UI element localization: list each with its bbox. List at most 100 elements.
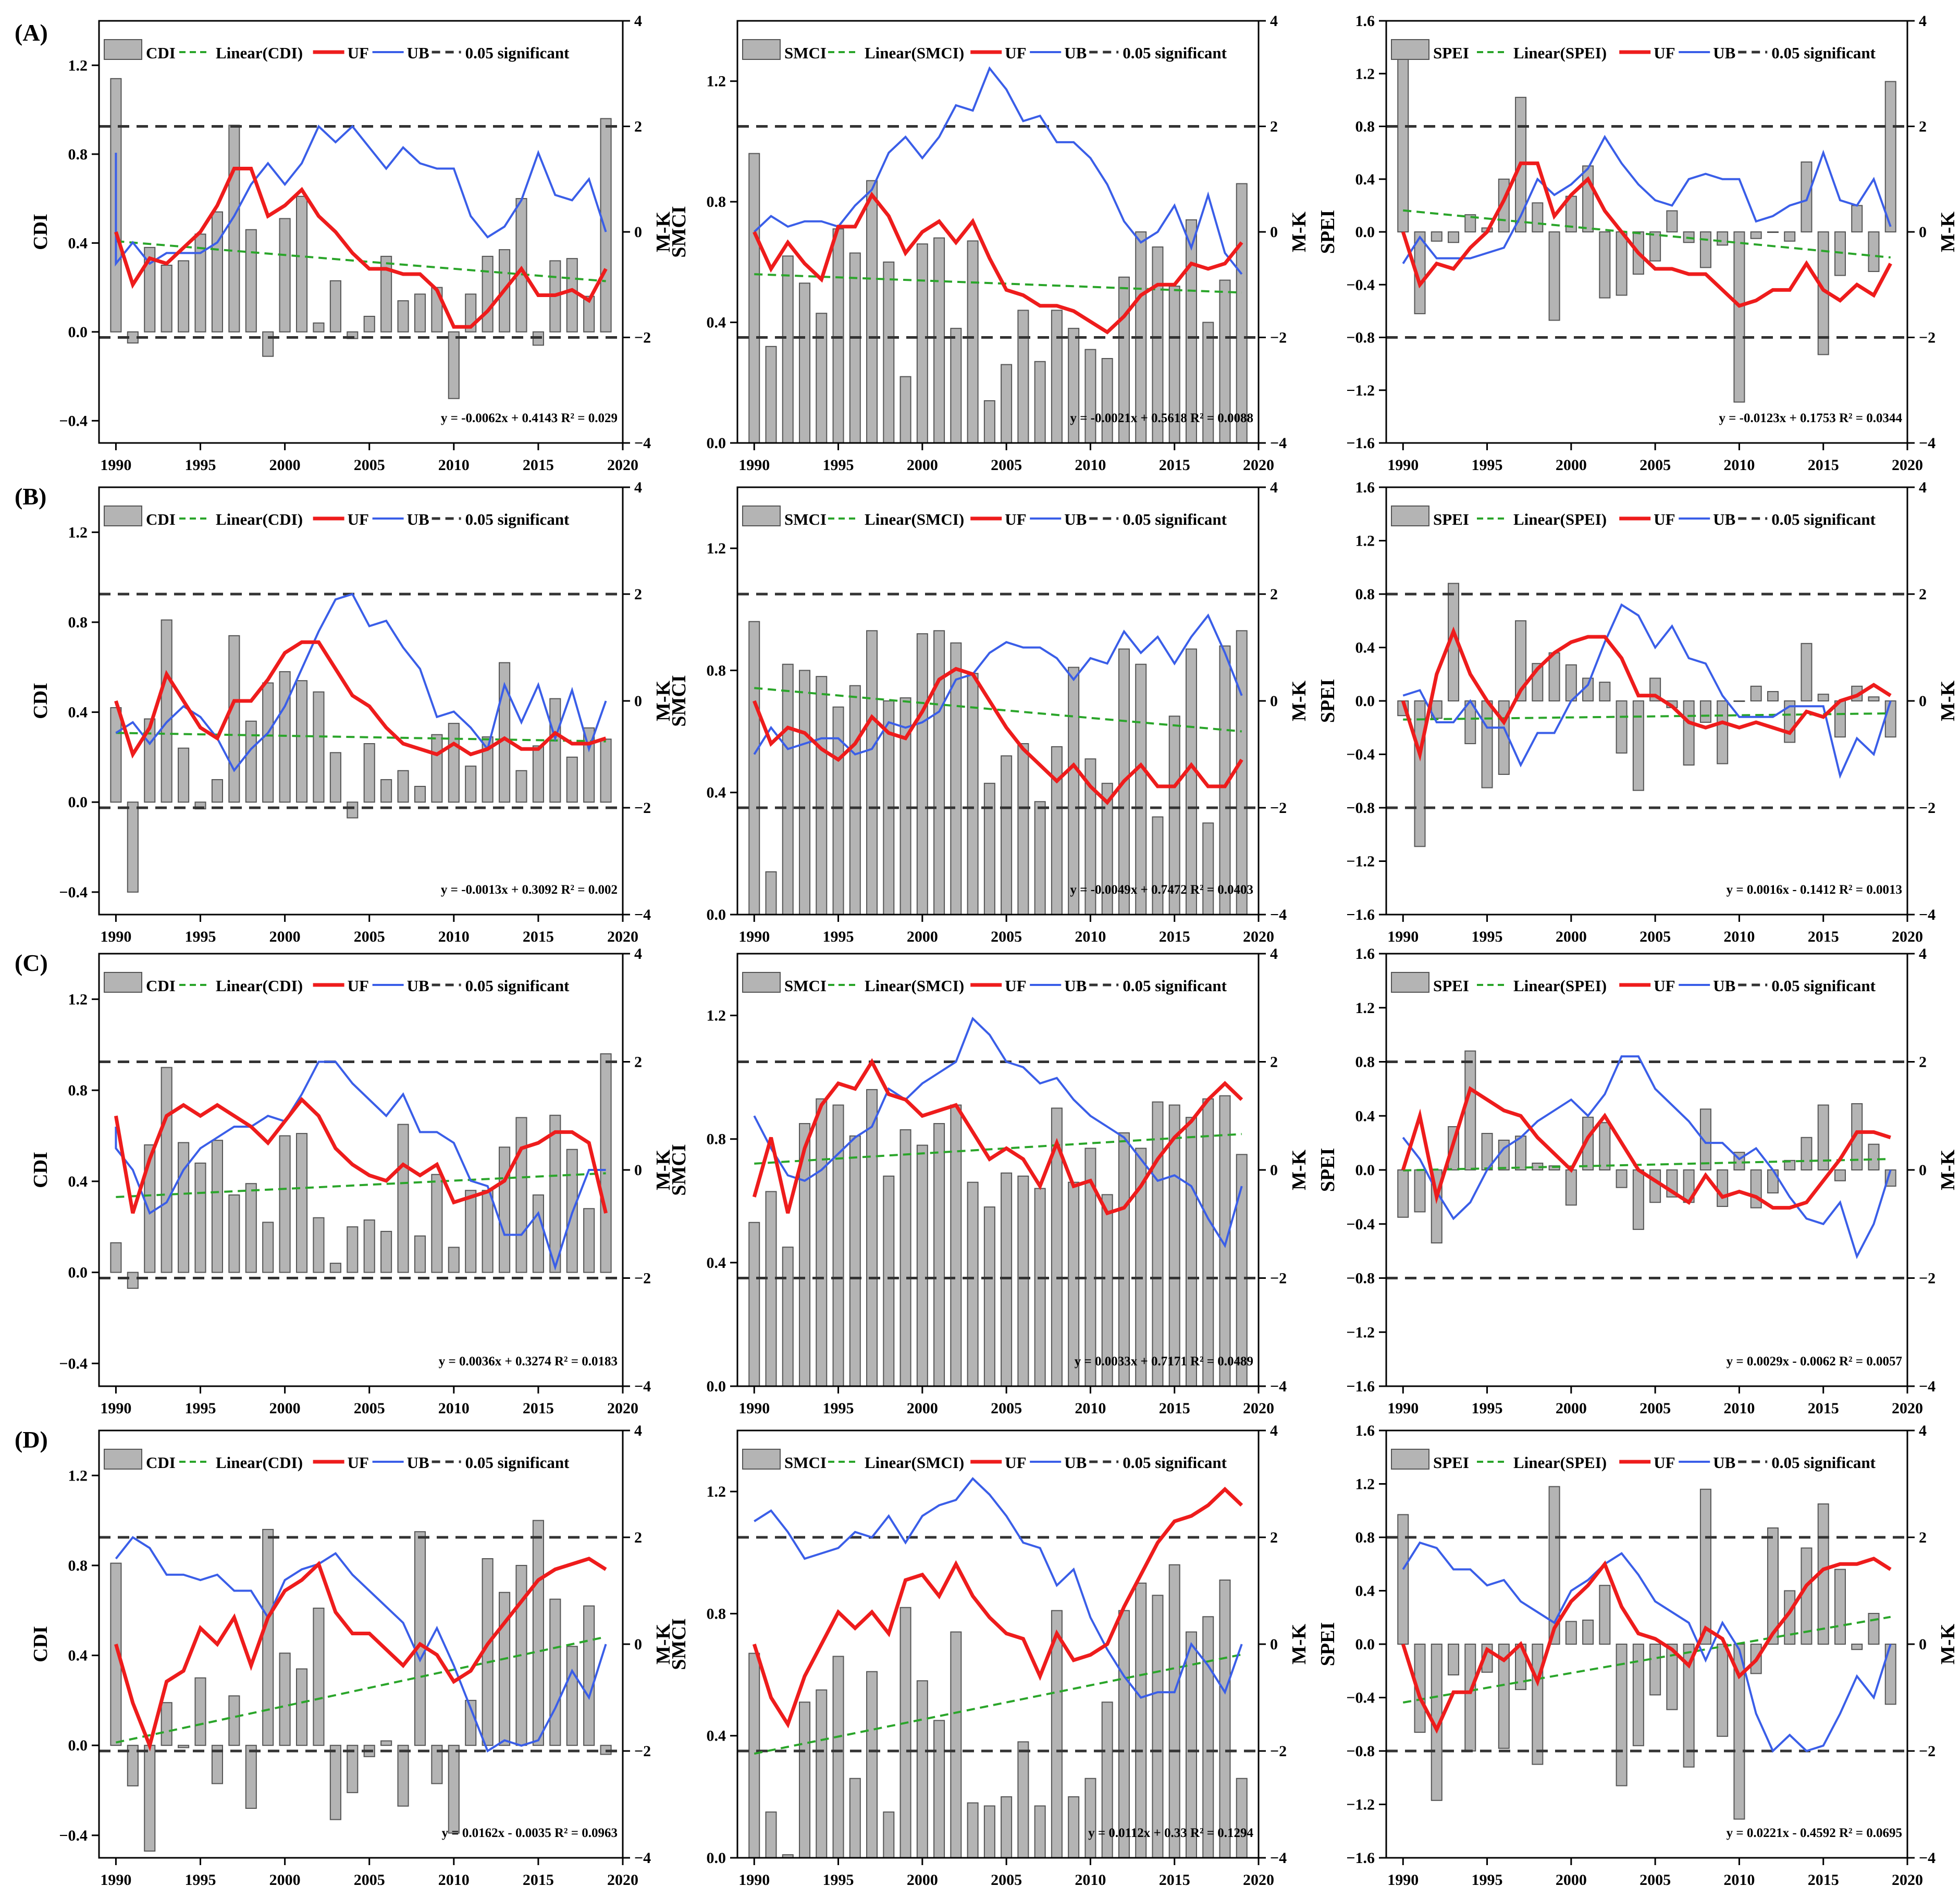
x-tick-label: 2005 (354, 1400, 385, 1417)
bar (832, 228, 844, 443)
y-tick-label: −0.4 (1346, 276, 1375, 293)
bar (816, 1098, 828, 1387)
y-tick-label: −1.6 (1346, 435, 1375, 452)
chart-panel-d-cdi: 1990 1995 2000 2005 2010 2015 2020 −0.4 0.0 0.4 0.… (30, 1422, 674, 1887)
bar (1548, 1486, 1560, 1645)
y-tick-label: 0.4 (707, 1728, 726, 1745)
bar (566, 1646, 578, 1746)
bar (1582, 165, 1594, 232)
y2-tick-label: −2 (1270, 329, 1287, 347)
y2-axis-label: M-K (1288, 212, 1310, 253)
bar (899, 1607, 911, 1859)
bar (950, 642, 962, 915)
bar (245, 229, 257, 332)
x-tick-label: 1995 (1472, 1400, 1503, 1417)
bar (933, 630, 945, 916)
plot-frame (736, 1429, 1260, 1859)
y-tick-label: 1.6 (1355, 945, 1375, 963)
bar (1616, 231, 1628, 296)
y-axis-label: SMCI (668, 206, 690, 257)
bar (1034, 801, 1046, 916)
y2-tick-label: 2 (634, 586, 642, 603)
bar (566, 258, 578, 332)
bar (397, 1745, 409, 1807)
x-tick-label: 2005 (991, 928, 1022, 945)
y-tick-label: 0.4 (68, 235, 88, 252)
bar (363, 743, 375, 803)
bar (329, 280, 341, 332)
bar (279, 671, 291, 803)
ub-line (1402, 1541, 1892, 1753)
y-axis-label: CDI (30, 1626, 52, 1662)
y-tick-label: 1.2 (1355, 1000, 1375, 1017)
y-tick-label: 1.6 (1355, 1422, 1375, 1439)
x-tick-label: 1995 (823, 928, 854, 945)
bar (1868, 231, 1880, 272)
y-tick-label: 1.6 (1355, 479, 1375, 496)
bar (448, 331, 460, 399)
x-tick-label: 2015 (523, 1871, 554, 1887)
legend-label: UB (1713, 977, 1735, 995)
bar (1868, 696, 1880, 701)
legend-label: UF (348, 44, 369, 62)
bar (532, 1194, 544, 1273)
bar (849, 252, 861, 443)
uf-line (114, 1557, 607, 1752)
bar (532, 1520, 544, 1746)
bar (414, 786, 426, 803)
bar (144, 246, 156, 332)
bar (1135, 1582, 1147, 1859)
x-tick-label: 1990 (100, 1400, 131, 1417)
x-tick-label: 2020 (1892, 457, 1923, 474)
legend-label: SMCI (784, 977, 827, 995)
x-tick-label: 2000 (1556, 1400, 1587, 1417)
ub-line (1402, 603, 1892, 779)
y2-axis-label: M-K (1937, 1150, 1959, 1191)
bar (347, 1745, 359, 1793)
bar (1666, 1644, 1678, 1710)
y-tick-label: 0.4 (707, 1254, 726, 1272)
bar (1717, 700, 1729, 764)
bar (515, 1117, 527, 1273)
y2-tick-label: 0 (1919, 1162, 1927, 1179)
y2-tick-label: 4 (1270, 13, 1278, 30)
y-tick-label: 1.2 (1355, 65, 1375, 82)
x-tick-label: 2020 (1243, 1871, 1274, 1887)
trend-line (1403, 209, 1891, 259)
plot-frame (98, 20, 624, 444)
y2-tick-label: 4 (1270, 1422, 1278, 1439)
bar (178, 260, 190, 332)
ub-line (115, 1060, 606, 1271)
regression-equation: y = -0.0123x + 0.1753 R² = 0.0344 (1719, 411, 1902, 425)
bar (1599, 1122, 1611, 1170)
legend-swatch-bar (104, 505, 142, 526)
bar (295, 1133, 308, 1273)
trend-line (754, 1133, 1242, 1165)
y-tick-label: −0.8 (1346, 799, 1375, 817)
bar (1599, 682, 1611, 701)
y2-tick-label: −4 (1919, 435, 1936, 452)
bar (1101, 358, 1113, 443)
bar (1565, 664, 1577, 701)
legend: SPEI Linear(SPEI) UF UB 0.05 significant (1391, 39, 1876, 62)
bar (515, 770, 527, 803)
bar (1750, 685, 1762, 701)
legend-label: CDI (146, 510, 176, 528)
y2-tick-label: 2 (634, 1529, 642, 1546)
y-tick-label: 0.8 (1355, 118, 1375, 135)
x-tick-label: 2000 (1556, 457, 1587, 474)
bar (1168, 1104, 1180, 1387)
bar (482, 736, 494, 803)
bar (1084, 1778, 1096, 1859)
bar (1767, 1169, 1779, 1194)
legend: SMCI Linear(SMCI) UF UB 0.05 significant (742, 39, 1227, 62)
y-tick-label: 1.2 (1355, 533, 1375, 550)
y2-tick-label: 0 (1919, 224, 1927, 241)
x-tick-label: 2010 (1075, 1400, 1106, 1417)
y-tick-label: 1.2 (707, 73, 726, 90)
plot-frame (1385, 486, 1908, 916)
bar (950, 1631, 962, 1859)
bar (866, 1671, 878, 1859)
bar (279, 218, 291, 332)
bar (532, 745, 544, 803)
